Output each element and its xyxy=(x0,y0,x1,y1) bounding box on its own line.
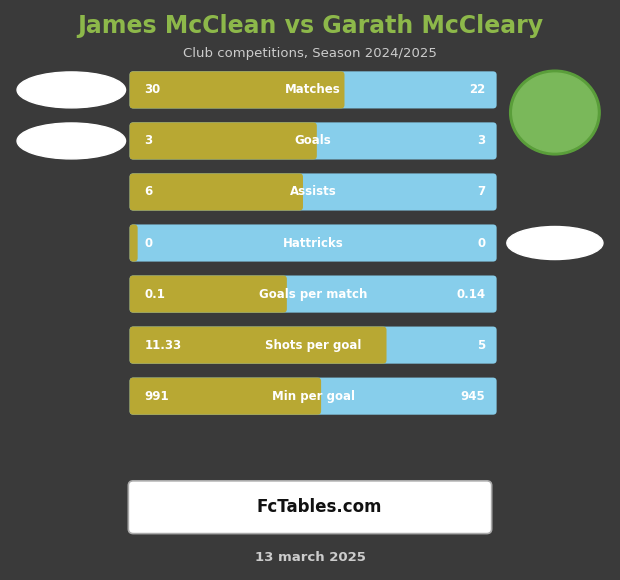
FancyBboxPatch shape xyxy=(130,327,497,364)
Text: James McClean vs Garath McCleary: James McClean vs Garath McCleary xyxy=(77,14,543,38)
Text: 3: 3 xyxy=(144,135,153,147)
Text: 0.1: 0.1 xyxy=(144,288,166,300)
FancyBboxPatch shape xyxy=(130,224,138,262)
Text: 3: 3 xyxy=(477,135,485,147)
Text: Matches: Matches xyxy=(285,84,341,96)
FancyBboxPatch shape xyxy=(130,224,497,262)
Text: 945: 945 xyxy=(461,390,485,403)
FancyBboxPatch shape xyxy=(130,378,321,415)
Text: Goals per match: Goals per match xyxy=(259,288,367,300)
Text: 0: 0 xyxy=(477,237,485,249)
Text: 7: 7 xyxy=(477,186,485,198)
Text: Min per goal: Min per goal xyxy=(272,390,355,403)
FancyBboxPatch shape xyxy=(130,71,497,108)
FancyBboxPatch shape xyxy=(130,122,317,160)
Text: Hattricks: Hattricks xyxy=(283,237,343,249)
Text: Goals: Goals xyxy=(294,135,332,147)
Text: 22: 22 xyxy=(469,84,485,96)
Ellipse shape xyxy=(507,227,603,260)
FancyBboxPatch shape xyxy=(130,276,287,313)
Text: FcTables.com: FcTables.com xyxy=(257,498,382,516)
Ellipse shape xyxy=(17,72,125,108)
FancyBboxPatch shape xyxy=(130,122,497,160)
Text: 30: 30 xyxy=(144,84,161,96)
Text: 5: 5 xyxy=(477,339,485,351)
Text: Assists: Assists xyxy=(290,186,337,198)
Text: 11.33: 11.33 xyxy=(144,339,182,351)
FancyBboxPatch shape xyxy=(130,327,386,364)
Text: 6: 6 xyxy=(144,186,153,198)
Text: Club competitions, Season 2024/2025: Club competitions, Season 2024/2025 xyxy=(183,48,437,60)
Text: 991: 991 xyxy=(144,390,169,403)
Text: 0: 0 xyxy=(144,237,153,249)
FancyBboxPatch shape xyxy=(128,481,492,534)
Circle shape xyxy=(513,73,597,152)
Text: Shots per goal: Shots per goal xyxy=(265,339,361,351)
Text: 13 march 2025: 13 march 2025 xyxy=(255,552,365,564)
FancyBboxPatch shape xyxy=(130,276,497,313)
FancyBboxPatch shape xyxy=(130,173,303,211)
Circle shape xyxy=(510,70,600,155)
Text: 0.14: 0.14 xyxy=(456,288,485,300)
FancyBboxPatch shape xyxy=(130,378,497,415)
Ellipse shape xyxy=(17,123,125,159)
FancyBboxPatch shape xyxy=(130,173,497,211)
FancyBboxPatch shape xyxy=(130,71,345,108)
